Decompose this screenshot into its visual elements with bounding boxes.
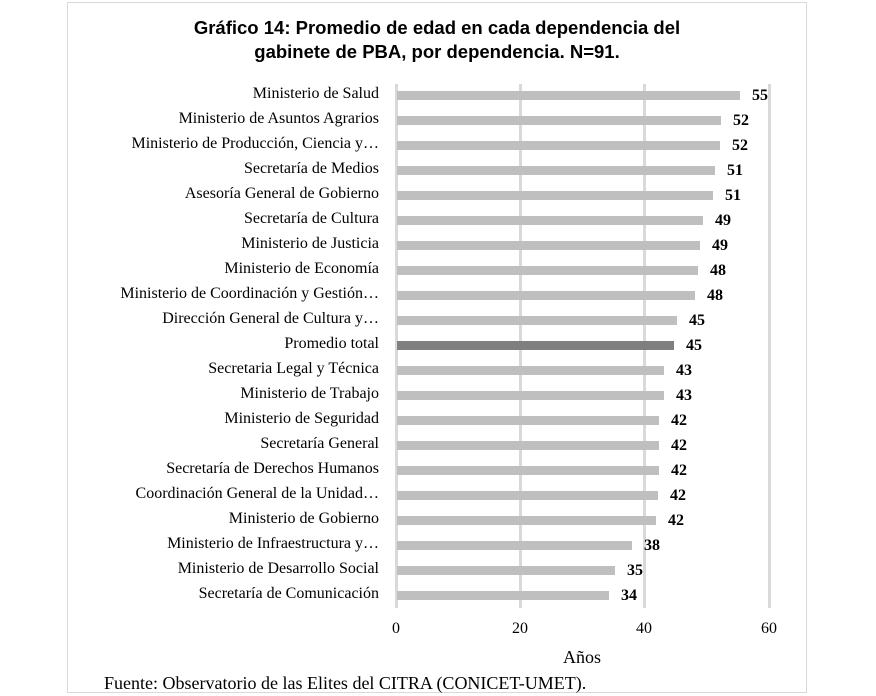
bar [397, 391, 664, 400]
data-label: 45 [686, 337, 702, 354]
data-label: 48 [707, 287, 723, 304]
category-label: Ministerio de Asuntos Agrarios [178, 110, 379, 127]
x-tick-40: 40 [636, 620, 652, 637]
bar [397, 141, 720, 150]
x-tick-20: 20 [512, 620, 528, 637]
data-label: 48 [710, 262, 726, 279]
bar [397, 491, 658, 500]
bar-promedio-total [397, 341, 674, 350]
bar [397, 441, 659, 450]
data-label: 35 [627, 562, 643, 579]
bar [397, 291, 695, 300]
category-label: Secretaría de Medios [243, 160, 379, 177]
data-label: 42 [671, 462, 687, 479]
chart-title: Gráfico 14: Promedio de edad en cada dep… [67, 16, 807, 64]
data-label: 38 [644, 537, 660, 554]
category-label: Ministerio de Seguridad [224, 410, 379, 427]
data-label: 52 [732, 137, 748, 154]
category-label: Coordinación General de la Unidad… [135, 485, 379, 502]
bar [397, 316, 677, 325]
bar [397, 466, 659, 475]
category-label: Secretaria Legal y Técnica [208, 360, 379, 377]
source-note: Fuente: Observatorio de las Elites del C… [104, 673, 587, 693]
category-label: Ministerio de Salud [252, 85, 379, 102]
data-label: 43 [676, 387, 692, 404]
category-label: Ministerio de Infraestructura y… [167, 535, 379, 552]
bar [397, 216, 703, 225]
data-label: 42 [668, 512, 684, 529]
chart-title-line-2: gabinete de PBA, por dependencia. N=91. [254, 41, 620, 62]
bar [397, 591, 609, 600]
data-label: 51 [727, 162, 743, 179]
category-label: Ministerio de Trabajo [240, 385, 379, 402]
chart-title-line-1: Gráfico 14: Promedio de edad en cada dep… [193, 17, 681, 38]
bar [397, 541, 632, 550]
bar [397, 566, 615, 575]
bar [397, 266, 698, 275]
data-label: 42 [671, 437, 687, 454]
bar [397, 366, 664, 375]
bar [397, 91, 740, 100]
category-label: Promedio total [284, 335, 379, 352]
bar [397, 516, 656, 525]
x-tick-60: 60 [761, 620, 777, 637]
category-label: Dirección General de Cultura y… [162, 310, 379, 327]
category-label: Ministerio de Coordinación y Gestión… [120, 285, 379, 302]
category-label: Ministerio de Economía [224, 260, 379, 277]
category-label: Secretaría de Comunicación [198, 585, 379, 602]
category-label: Ministerio de Desarrollo Social [177, 560, 379, 577]
x-axis-label: Años [562, 647, 601, 667]
category-label: Secretaría de Cultura [243, 210, 379, 227]
category-label: Ministerio de Justicia [241, 235, 379, 252]
chart-frame [67, 2, 807, 693]
bar [397, 416, 659, 425]
bar [397, 116, 721, 125]
bar [397, 241, 700, 250]
category-label: Secretaría General [260, 435, 379, 452]
data-label: 42 [670, 487, 686, 504]
data-label: 49 [712, 237, 728, 254]
data-label: 49 [715, 212, 731, 229]
category-label: Ministerio de Gobierno [228, 510, 379, 527]
bar [397, 166, 715, 175]
data-label: 45 [689, 312, 705, 329]
data-label: 34 [621, 587, 637, 604]
data-label: 52 [733, 112, 749, 129]
category-label: Secretaría de Derechos Humanos [166, 460, 379, 477]
data-label: 42 [671, 412, 687, 429]
gridline-60 [768, 84, 771, 608]
axis-line-0 [395, 84, 398, 608]
bar [397, 191, 713, 200]
data-label: 55 [752, 87, 768, 104]
x-tick-0: 0 [392, 620, 400, 637]
data-label: 51 [725, 187, 741, 204]
category-label: Asesoría General de Gobierno [184, 185, 379, 202]
category-label: Ministerio de Producción, Ciencia y… [131, 135, 379, 152]
data-label: 43 [676, 362, 692, 379]
